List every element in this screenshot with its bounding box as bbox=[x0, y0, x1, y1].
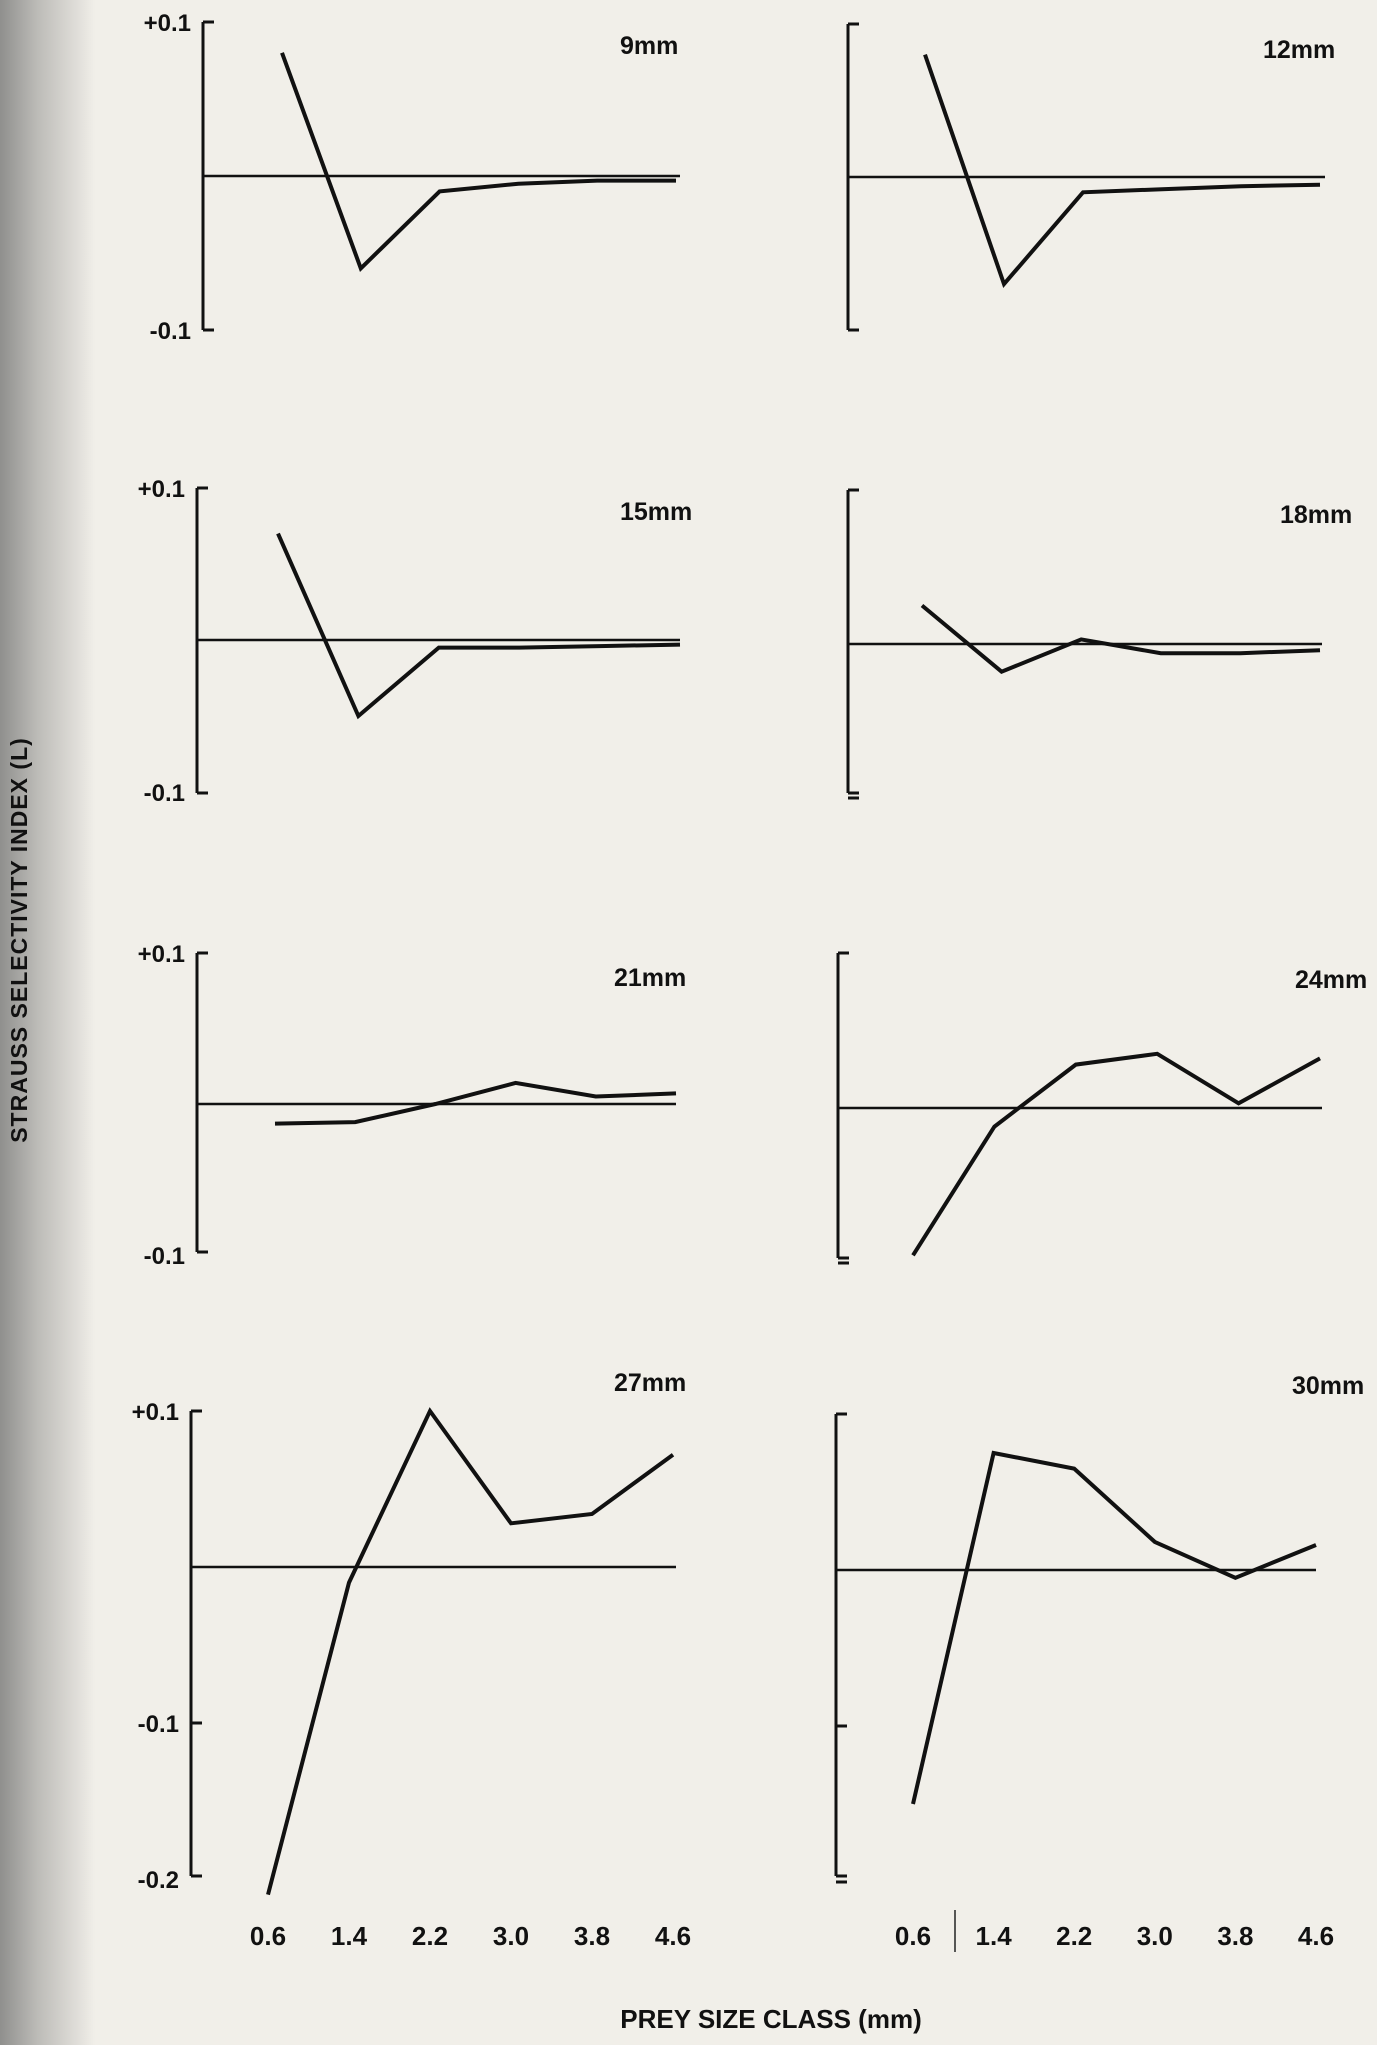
series-line bbox=[920, 603, 1321, 675]
x-tick-label: 0.6 bbox=[895, 1921, 931, 1951]
x-axis-label: PREY SIZE CLASS (mm) bbox=[620, 2004, 921, 2034]
panel-30mm: 30mm 0.6 1.4 2.2 3.0 3.8 4.6 bbox=[834, 1372, 1364, 1951]
y-tick-label: +0.1 bbox=[144, 10, 191, 37]
panel-9mm: +0.1 -0.1 9mm bbox=[144, 10, 680, 345]
panel-21mm: +0.1 -0.1 21mm bbox=[138, 941, 687, 1270]
x-tick-label: 4.6 bbox=[1298, 1921, 1334, 1951]
series-line bbox=[923, 53, 1321, 289]
series-line bbox=[911, 1450, 1317, 1805]
series-line bbox=[276, 532, 681, 720]
x-tick-label: 3.0 bbox=[493, 1921, 529, 1951]
y-tick-label: +0.1 bbox=[138, 941, 185, 968]
panel-24mm: 24mm bbox=[836, 951, 1367, 1265]
panel-title: 12mm bbox=[1263, 36, 1335, 64]
x-tick-label: 3.0 bbox=[1137, 1921, 1173, 1951]
y-tick-label: +0.1 bbox=[138, 476, 185, 503]
panel-title: 24mm bbox=[1295, 966, 1367, 994]
panel-title: 30mm bbox=[1292, 1372, 1364, 1400]
panel-12mm: 12mm bbox=[846, 22, 1335, 332]
series-line bbox=[266, 1407, 675, 1896]
x-tick-label: 4.6 bbox=[655, 1921, 691, 1951]
series-line bbox=[911, 1051, 1321, 1257]
series-line bbox=[274, 1080, 677, 1126]
panel-18mm: 18mm bbox=[846, 488, 1352, 800]
panel-title: 18mm bbox=[1280, 501, 1352, 529]
panel-title: 9mm bbox=[620, 32, 678, 60]
x-tick-label: 1.4 bbox=[976, 1921, 1013, 1951]
x-tick-label: 3.8 bbox=[574, 1921, 610, 1951]
panel-15mm: +0.1 -0.1 15mm bbox=[138, 476, 693, 807]
series-line bbox=[280, 52, 676, 272]
x-tick-label: 2.2 bbox=[412, 1921, 448, 1951]
page-gutter-shadow bbox=[0, 0, 95, 2045]
panel-27mm: +0.1 -0.1 -0.2 27mm 0.6 1.4 2.2 3.0 3.8 4.6 bbox=[132, 1369, 691, 1951]
y-tick-label: -0.2 bbox=[138, 1867, 179, 1894]
panel-title: 21mm bbox=[614, 964, 686, 992]
panel-title: 15mm bbox=[620, 498, 692, 526]
x-tick-label: 0.6 bbox=[250, 1921, 286, 1951]
x-tick-label: 1.4 bbox=[331, 1921, 368, 1951]
y-axis-label: STRAUSS SELECTIVITY INDEX (L) bbox=[6, 737, 32, 1143]
x-tick-label: 2.2 bbox=[1056, 1921, 1092, 1951]
y-tick-label: -0.1 bbox=[144, 1243, 185, 1270]
y-tick-label: +0.1 bbox=[132, 1399, 179, 1426]
x-tick-label: 3.8 bbox=[1217, 1921, 1253, 1951]
panel-title: 27mm bbox=[614, 1369, 686, 1397]
y-tick-label: -0.1 bbox=[138, 1711, 179, 1738]
y-tick-label: -0.1 bbox=[144, 780, 185, 807]
y-tick-label: -0.1 bbox=[150, 318, 191, 345]
